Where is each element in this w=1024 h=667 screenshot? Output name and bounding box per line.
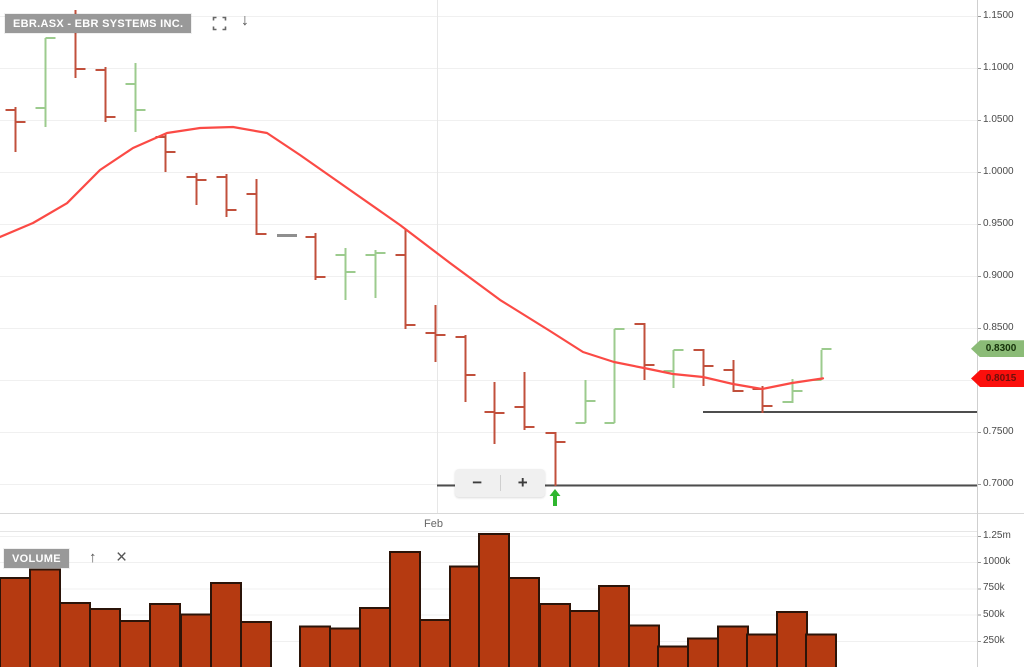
ohlc-bar bbox=[663, 349, 684, 389]
ohlc-bar bbox=[395, 228, 416, 330]
ohlc-bar bbox=[604, 328, 625, 424]
ohlc-bar bbox=[545, 432, 566, 486]
volume-bar bbox=[180, 613, 212, 667]
volume-bar bbox=[539, 603, 571, 667]
volume-bar bbox=[508, 576, 540, 667]
ohlc-bar bbox=[365, 250, 386, 299]
ma-value-badge: 0.8015 bbox=[971, 369, 1024, 387]
volume-bar bbox=[29, 568, 61, 667]
buy-signal-arrow bbox=[549, 489, 561, 506]
volume-bar bbox=[805, 633, 837, 667]
right-axis-border bbox=[977, 0, 978, 667]
volume-bar bbox=[389, 551, 421, 667]
volume-collapse-icon[interactable]: ↑ bbox=[89, 549, 97, 566]
volume-bar bbox=[598, 584, 630, 667]
volume-close-icon[interactable]: × bbox=[116, 547, 128, 568]
price-pane-bottom-border bbox=[0, 513, 1024, 514]
volume-bar bbox=[299, 625, 331, 667]
volume-bar bbox=[0, 576, 31, 667]
volume-bar bbox=[329, 627, 361, 667]
ohlc-bar bbox=[305, 233, 326, 280]
volume-bar bbox=[746, 633, 778, 667]
volume-bar bbox=[149, 603, 181, 667]
ohlc-bar bbox=[514, 371, 535, 431]
ohlc-bar bbox=[484, 381, 505, 444]
ohlc-bar bbox=[35, 37, 56, 127]
zoom-in-button[interactable]: + bbox=[517, 473, 528, 492]
ohlc-bar bbox=[216, 173, 237, 218]
ohlc-bar bbox=[335, 248, 356, 301]
volume-bar bbox=[687, 637, 719, 667]
zoom-control: − + bbox=[455, 469, 545, 497]
volume-bar bbox=[419, 618, 451, 667]
moving-average-line bbox=[0, 125, 825, 391]
fullscreen-icon[interactable] bbox=[212, 16, 227, 31]
volume-panel-label: VOLUME bbox=[12, 552, 61, 565]
ohlc-bar bbox=[155, 133, 176, 172]
volume-bar bbox=[569, 609, 601, 667]
volume-bar bbox=[478, 532, 510, 667]
month-label: Feb bbox=[424, 518, 443, 530]
volume-bar bbox=[89, 607, 121, 667]
fullscreen-icon-glyph bbox=[212, 16, 227, 31]
ohlc-bar bbox=[752, 386, 773, 413]
ohlc-bar bbox=[425, 305, 446, 363]
ohlc-bar bbox=[693, 349, 714, 387]
volume-bar bbox=[776, 610, 808, 667]
symbol-label: EBR.ASX - EBR SYSTEMS INC. bbox=[13, 17, 184, 30]
symbol-badge[interactable]: EBR.ASX - EBR SYSTEMS INC. bbox=[5, 14, 192, 33]
ohlc-bar bbox=[125, 63, 146, 132]
ohlc-bar bbox=[455, 334, 476, 403]
ohlc-bar bbox=[811, 347, 832, 381]
volume-bar bbox=[210, 582, 242, 667]
volume-bar bbox=[119, 619, 151, 667]
ohlc-bar bbox=[5, 107, 26, 153]
last-price-badge: 0.8300 bbox=[971, 340, 1024, 358]
volume-bar bbox=[449, 565, 481, 667]
ohlc-bar bbox=[186, 173, 207, 205]
volume-bar bbox=[717, 625, 749, 667]
ohlc-bar bbox=[246, 178, 267, 236]
ohlc-bar bbox=[723, 360, 744, 393]
volume-bar bbox=[59, 602, 91, 667]
zoom-control-divider bbox=[499, 475, 501, 491]
volume-bar bbox=[359, 606, 391, 667]
collapse-arrow-icon[interactable]: ↓ bbox=[241, 12, 249, 29]
volume-panel-badge[interactable]: VOLUME bbox=[4, 549, 69, 568]
volume-bar bbox=[657, 645, 689, 667]
ohlc-bar bbox=[575, 380, 596, 424]
ohlc-bar bbox=[634, 323, 655, 380]
volume-bar bbox=[240, 620, 272, 667]
ohlc-bar bbox=[95, 66, 116, 122]
ma-value: 0.8015 bbox=[985, 372, 1017, 384]
volume-pane-top-border bbox=[0, 531, 977, 532]
last-price-value: 0.8300 bbox=[985, 343, 1017, 355]
volume-bar bbox=[628, 624, 660, 667]
zoom-out-button[interactable]: − bbox=[472, 473, 483, 492]
